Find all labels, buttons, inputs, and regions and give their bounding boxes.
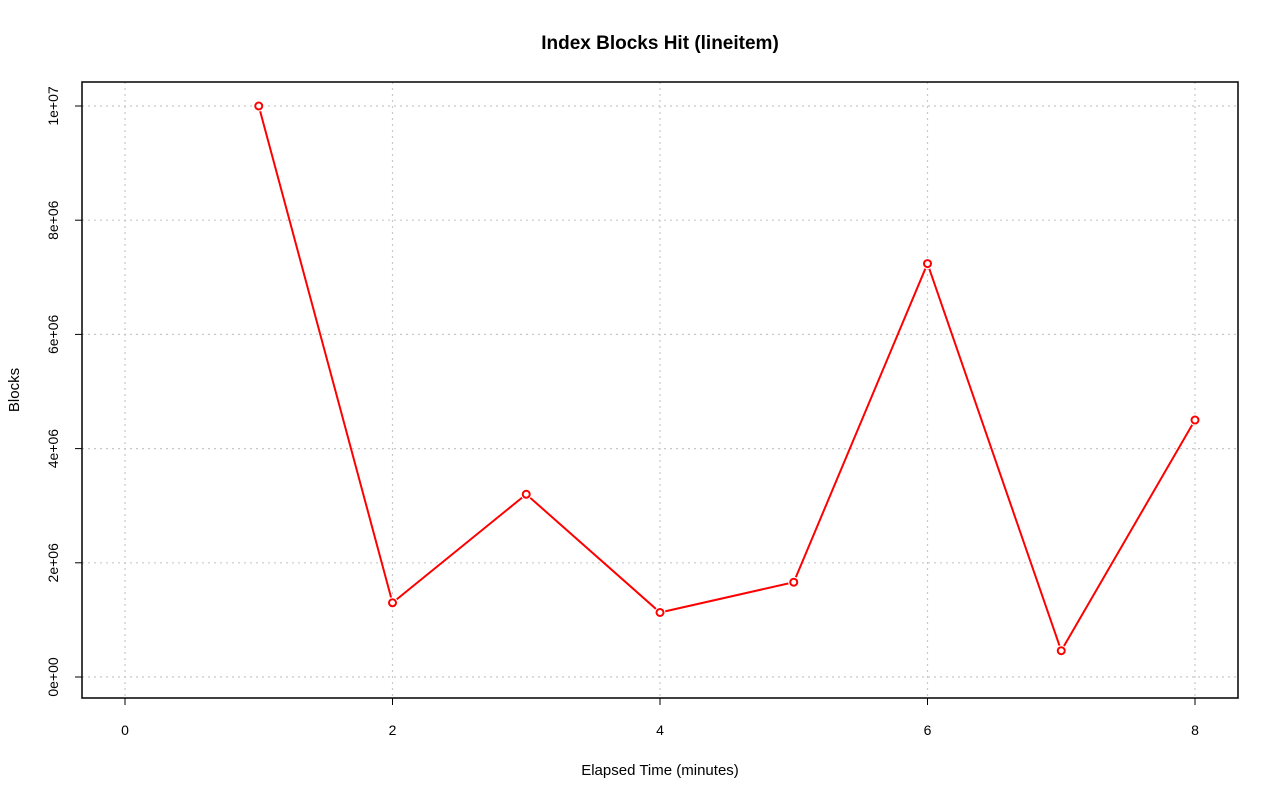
y-tick-label: 6e+06 — [45, 315, 61, 355]
y-tick-label: 1e+07 — [45, 86, 61, 126]
data-point — [1190, 415, 1200, 425]
plot-frame — [81, 81, 1239, 699]
chart-title: Index Blocks Hit (lineitem) — [541, 33, 779, 54]
data-point — [1056, 646, 1066, 656]
y-axis: 0e+00 2e+06 4e+06 6e+06 8e+06 1e+07 — [45, 86, 82, 697]
grid — [82, 82, 1238, 698]
x-axis-label: Elapsed Time (minutes) — [581, 762, 739, 779]
data-point — [254, 101, 264, 111]
series-line — [257, 105, 1196, 654]
x-axis: 0 2 4 6 8 — [121, 698, 1199, 738]
y-axis-label: Blocks — [6, 368, 23, 412]
data-point — [388, 598, 397, 608]
y-tick-label: 4e+06 — [45, 429, 61, 469]
y-tick-label: 8e+06 — [45, 200, 61, 240]
x-tick-label: 6 — [924, 722, 932, 738]
data-point — [789, 577, 799, 587]
y-tick-label: 0e+00 — [45, 657, 61, 697]
series-layer — [253, 100, 1201, 657]
data-point — [655, 607, 665, 617]
x-tick-label: 8 — [1191, 722, 1199, 738]
x-tick-label: 4 — [656, 722, 664, 738]
x-tick-label: 0 — [121, 722, 129, 738]
data-point — [923, 259, 932, 269]
data-point — [521, 489, 531, 499]
x-tick-label: 2 — [389, 722, 397, 738]
y-tick-label: 2e+06 — [45, 543, 61, 583]
